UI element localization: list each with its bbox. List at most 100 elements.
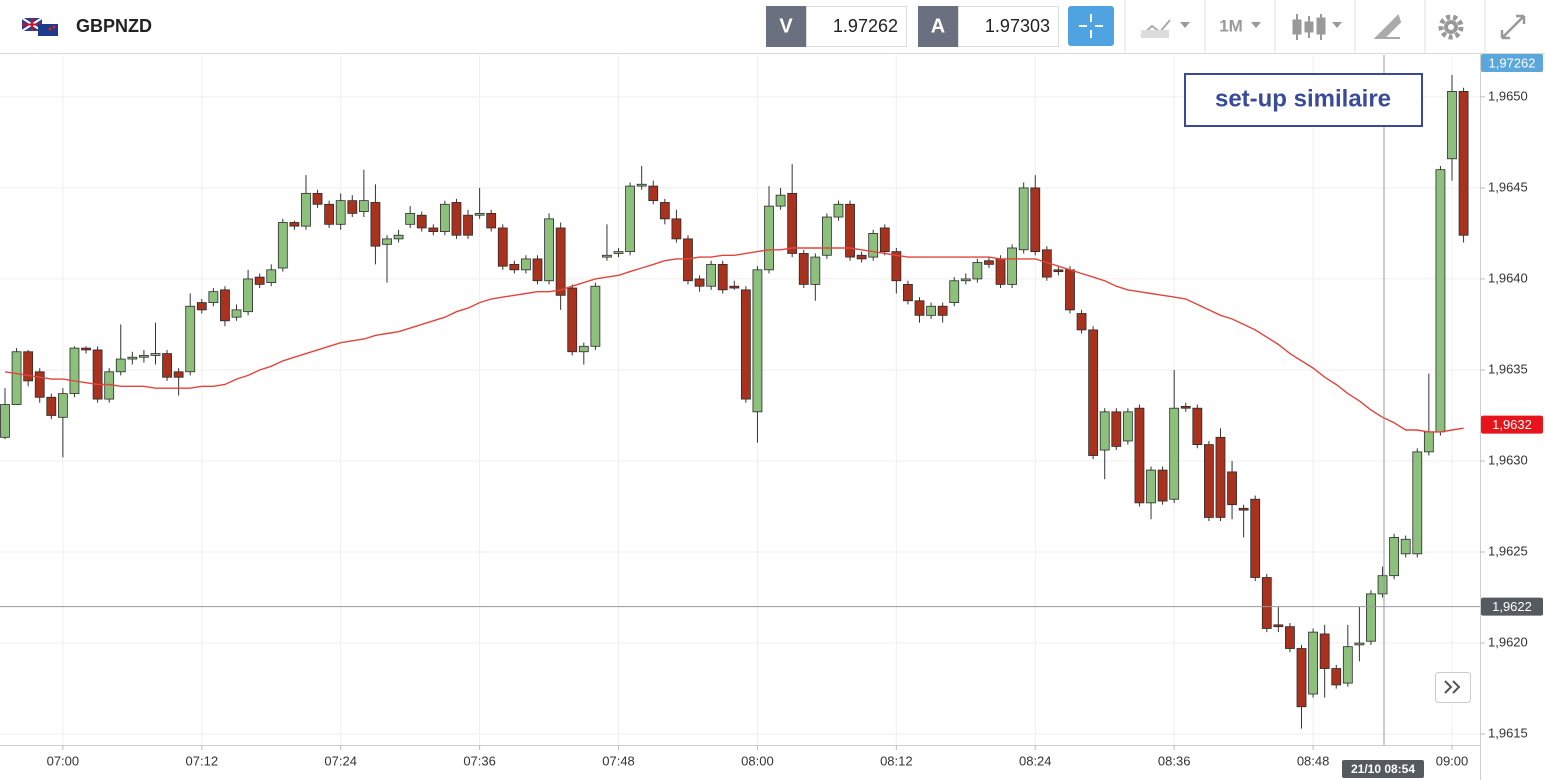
candle-body — [1273, 624, 1284, 628]
draw-button[interactable] — [1373, 14, 1402, 39]
candle-body — [1204, 444, 1214, 518]
price-tag: 1,9632 — [1492, 417, 1532, 432]
crosshair-button[interactable] — [1068, 6, 1114, 46]
candle-body — [347, 200, 358, 214]
candle-body — [821, 216, 832, 256]
candle-body — [868, 233, 879, 258]
candle-body — [370, 202, 381, 247]
candle-body — [1458, 91, 1469, 236]
candle-body — [613, 251, 624, 254]
candle-body — [1146, 469, 1156, 504]
candle-body — [717, 263, 728, 291]
ask-letter: A — [931, 15, 945, 37]
candle-body — [393, 234, 404, 240]
candle-body — [1169, 407, 1180, 500]
y-tick-label: 1,9625 — [1488, 543, 1528, 558]
candle-body — [231, 309, 242, 318]
candle-body — [1157, 469, 1168, 502]
candle-body — [625, 185, 636, 253]
candle-body — [1308, 631, 1318, 695]
x-tick-label: 08:00 — [741, 753, 774, 768]
x-tick-label: 08:12 — [880, 753, 913, 768]
candle-body — [659, 202, 670, 220]
chart-type-button[interactable] — [1292, 14, 1342, 40]
candle-body — [208, 291, 219, 303]
candle-body — [694, 278, 705, 287]
y-tick-label: 1,9650 — [1488, 88, 1528, 103]
flag — [21, 17, 58, 36]
candle-body — [509, 263, 520, 271]
timeframe[interactable]: 1M — [1219, 16, 1243, 35]
annotation: set-up similaire — [1215, 85, 1391, 112]
bid-letter: V — [779, 15, 793, 37]
moving-average — [4, 247, 1464, 433]
crosshair-price-box — [1481, 597, 1543, 616]
ask-box[interactable] — [958, 6, 1059, 47]
timeframe-arrow — [1251, 22, 1261, 28]
candle-body — [1007, 247, 1018, 285]
candle-body — [683, 238, 693, 282]
candle-body — [162, 353, 172, 378]
candle-body — [1250, 498, 1261, 578]
candle-body — [1238, 507, 1249, 511]
candle-body — [1088, 329, 1099, 456]
y-tick-label: 1,9620 — [1488, 634, 1528, 649]
bid-box[interactable] — [806, 6, 907, 47]
candle-body — [439, 203, 450, 232]
last-price-tag: 1,97262 — [1489, 55, 1536, 70]
x-tick-label: 08:36 — [1158, 753, 1191, 768]
candle-body — [23, 351, 34, 382]
candle-body — [1134, 407, 1145, 504]
candle-body — [729, 285, 740, 289]
toolbar-separators — [1124, 0, 1486, 53]
candle-body — [428, 227, 439, 232]
candle-body — [1423, 431, 1434, 453]
x-tick-label: 07:00 — [47, 753, 80, 768]
candle-body — [254, 276, 265, 285]
candle-body — [1366, 593, 1376, 642]
y-tick-label: 1,9630 — [1488, 452, 1528, 467]
candle-body — [1435, 169, 1446, 433]
settings-button[interactable] — [1438, 14, 1464, 40]
candle-body — [1018, 187, 1029, 251]
candle-body — [69, 347, 80, 395]
candle-body — [949, 280, 960, 303]
ask-price: 1.97303 — [985, 16, 1050, 36]
x-tick-label: 07:36 — [463, 753, 496, 768]
candle-body — [324, 203, 335, 225]
candle-body — [544, 218, 554, 282]
crosshair-time-box — [1342, 760, 1424, 778]
candle-body — [185, 305, 196, 373]
candle-body — [521, 258, 531, 271]
x-tick-label: 09:00 — [1436, 753, 1469, 768]
candle-body — [1342, 646, 1353, 684]
candle-body — [1285, 626, 1295, 649]
candle-body — [1122, 411, 1133, 442]
candle-body — [46, 396, 57, 416]
candle-body — [914, 300, 925, 316]
candle-body — [879, 227, 890, 253]
fullscreen-button[interactable] — [1500, 14, 1526, 40]
bid-button[interactable] — [766, 6, 806, 47]
candle-body — [578, 345, 589, 353]
scroll-button[interactable] — [1435, 672, 1471, 703]
candle-body — [150, 353, 161, 356]
x-tick-label: 08:24 — [1019, 753, 1052, 768]
candle-body — [1400, 538, 1411, 555]
candle-body — [810, 256, 821, 285]
y-tick-label: 1,9645 — [1488, 179, 1528, 194]
ask-button[interactable] — [918, 6, 958, 47]
indicator-button[interactable] — [1140, 19, 1190, 38]
price-tag-box — [1481, 415, 1543, 434]
candle-body — [486, 212, 497, 229]
candle-body — [532, 258, 543, 282]
candle-body — [1053, 269, 1064, 273]
candle-body — [1111, 411, 1122, 447]
candle-body — [139, 354, 149, 358]
candle-body — [926, 305, 936, 316]
candle-body — [11, 351, 22, 405]
candle-body — [266, 269, 277, 283]
candle-body — [891, 251, 902, 282]
